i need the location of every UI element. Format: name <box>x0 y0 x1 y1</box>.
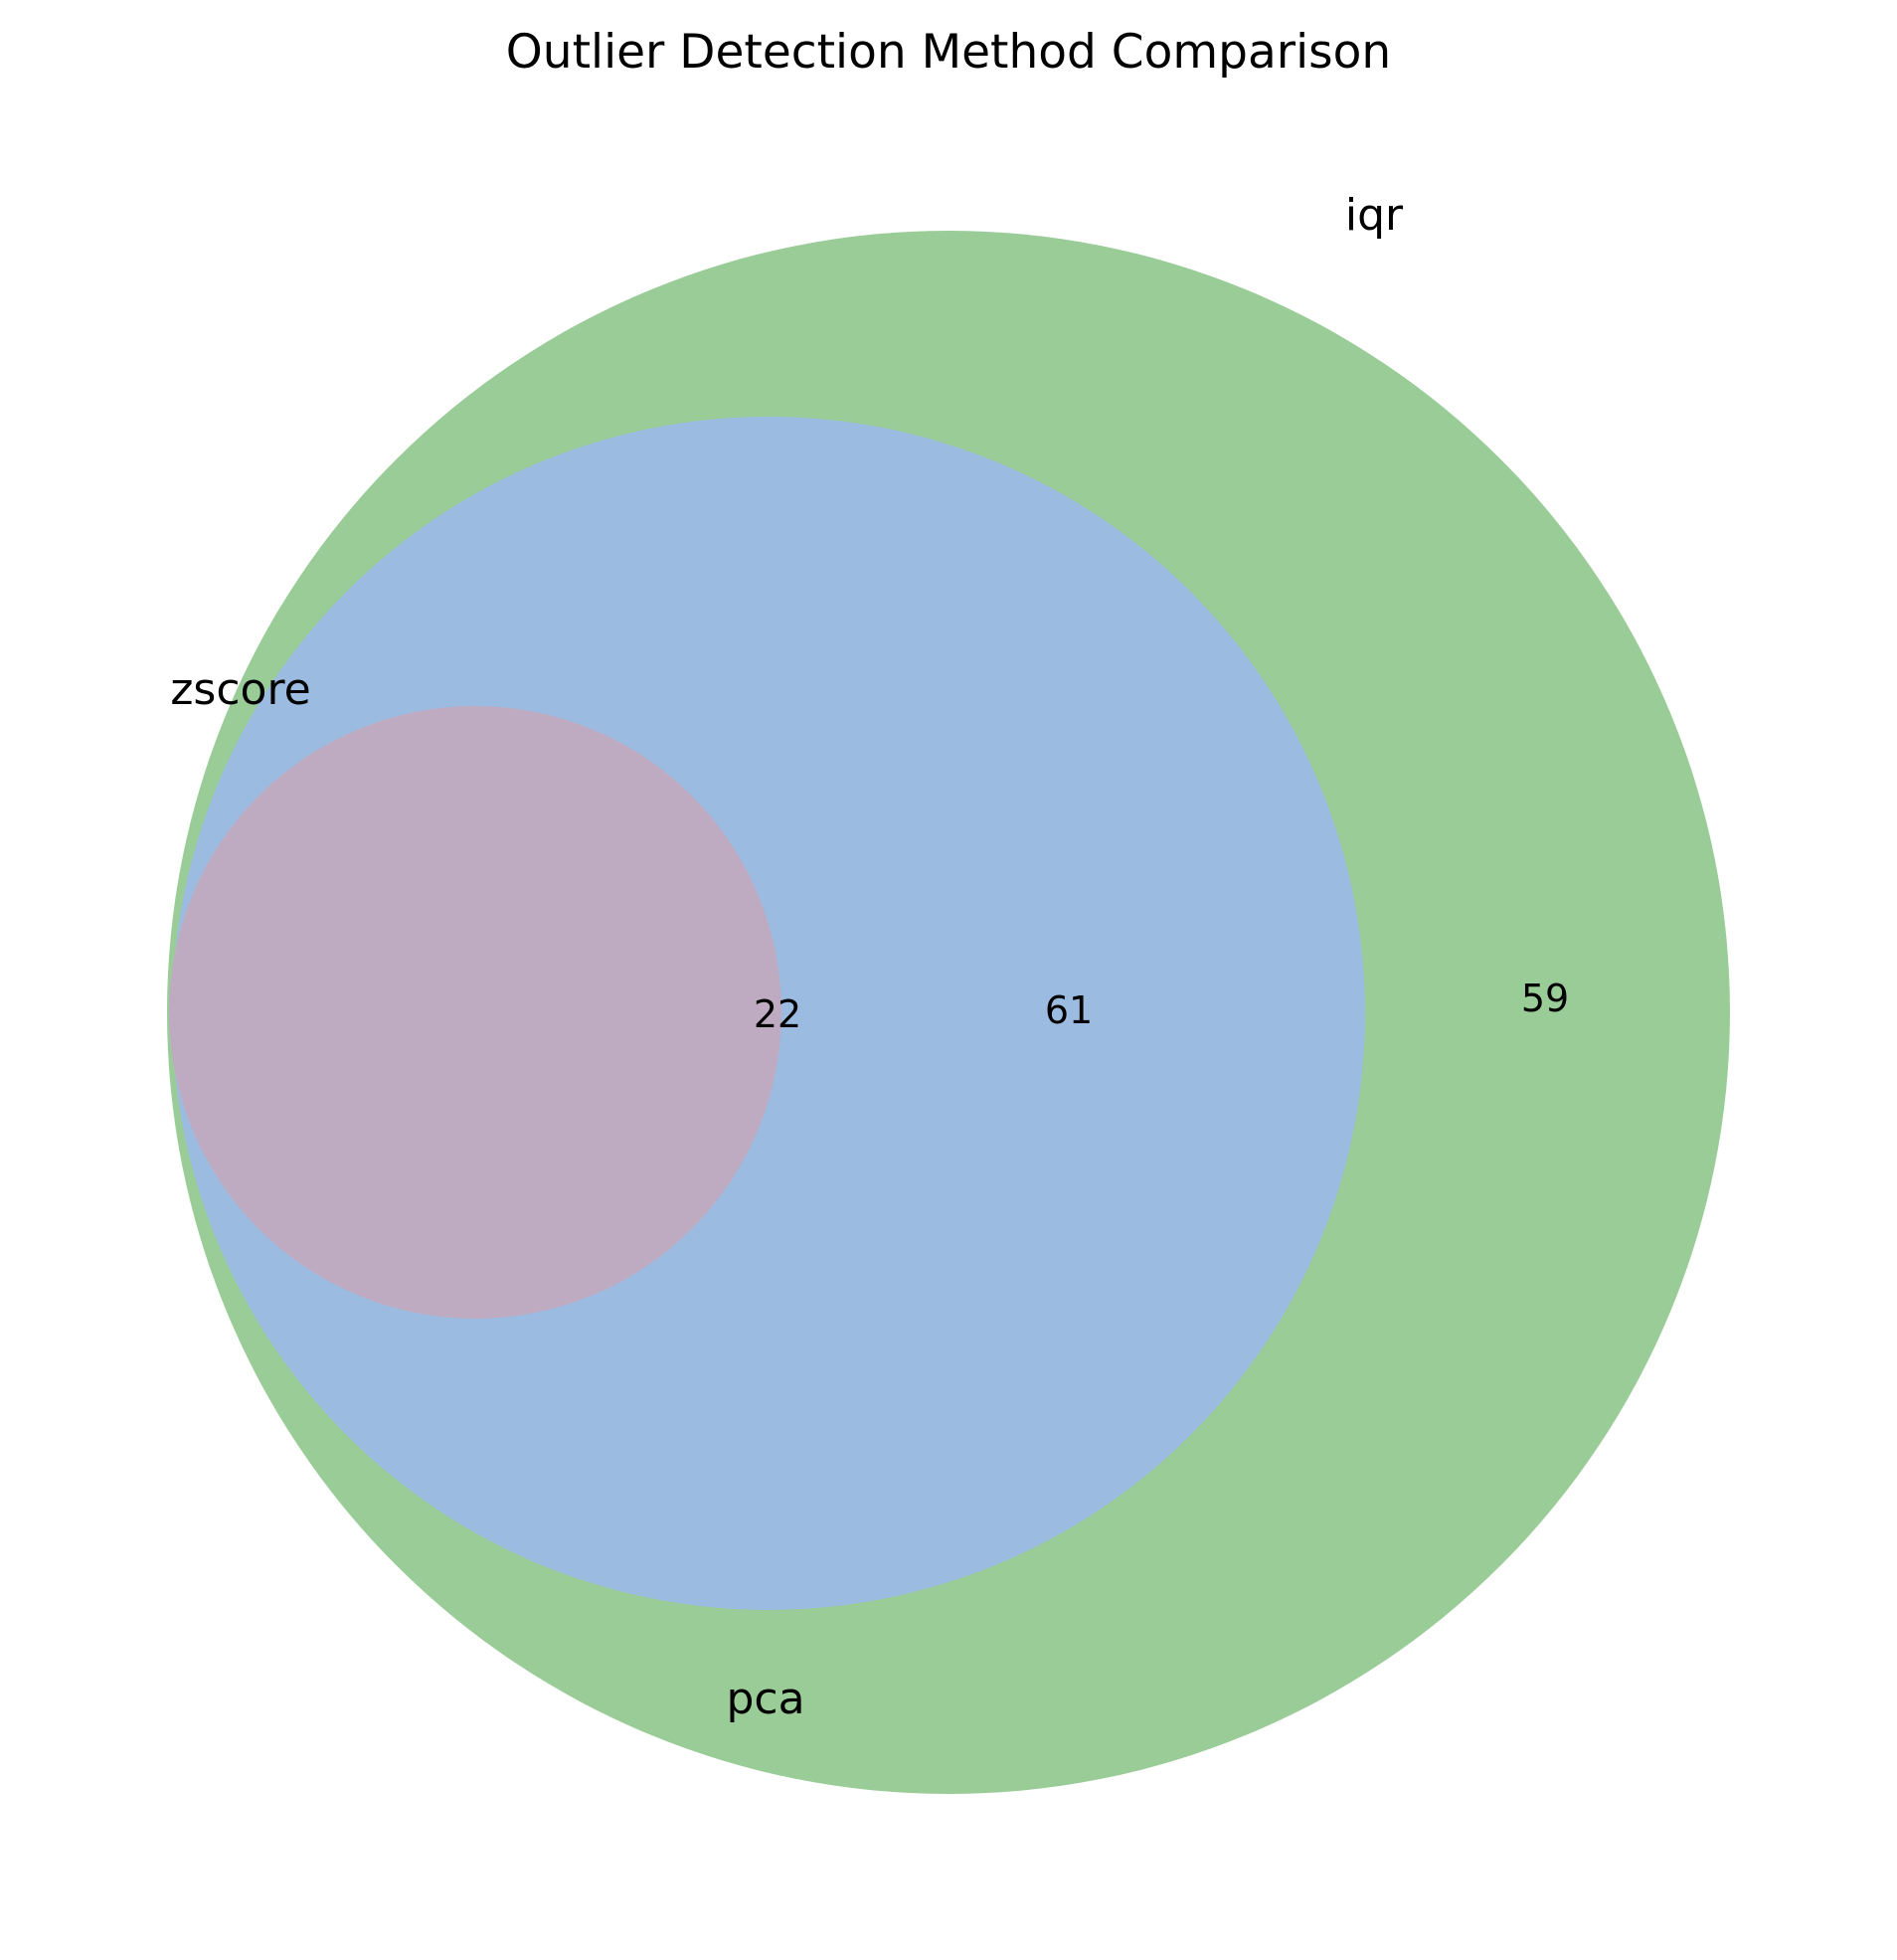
zscore-set-label: zscore <box>170 664 310 715</box>
zscore-set-circle <box>169 706 781 1319</box>
region-count-iqr-only: 59 <box>1521 977 1569 1020</box>
pca-set-label: pca <box>726 1674 804 1724</box>
region-count-all-three: 22 <box>754 992 801 1036</box>
iqr-set-label: iqr <box>1345 190 1404 241</box>
chart-title: Outlier Detection Method Comparison <box>506 25 1391 80</box>
region-count-iqr-pca: 61 <box>1045 988 1093 1032</box>
